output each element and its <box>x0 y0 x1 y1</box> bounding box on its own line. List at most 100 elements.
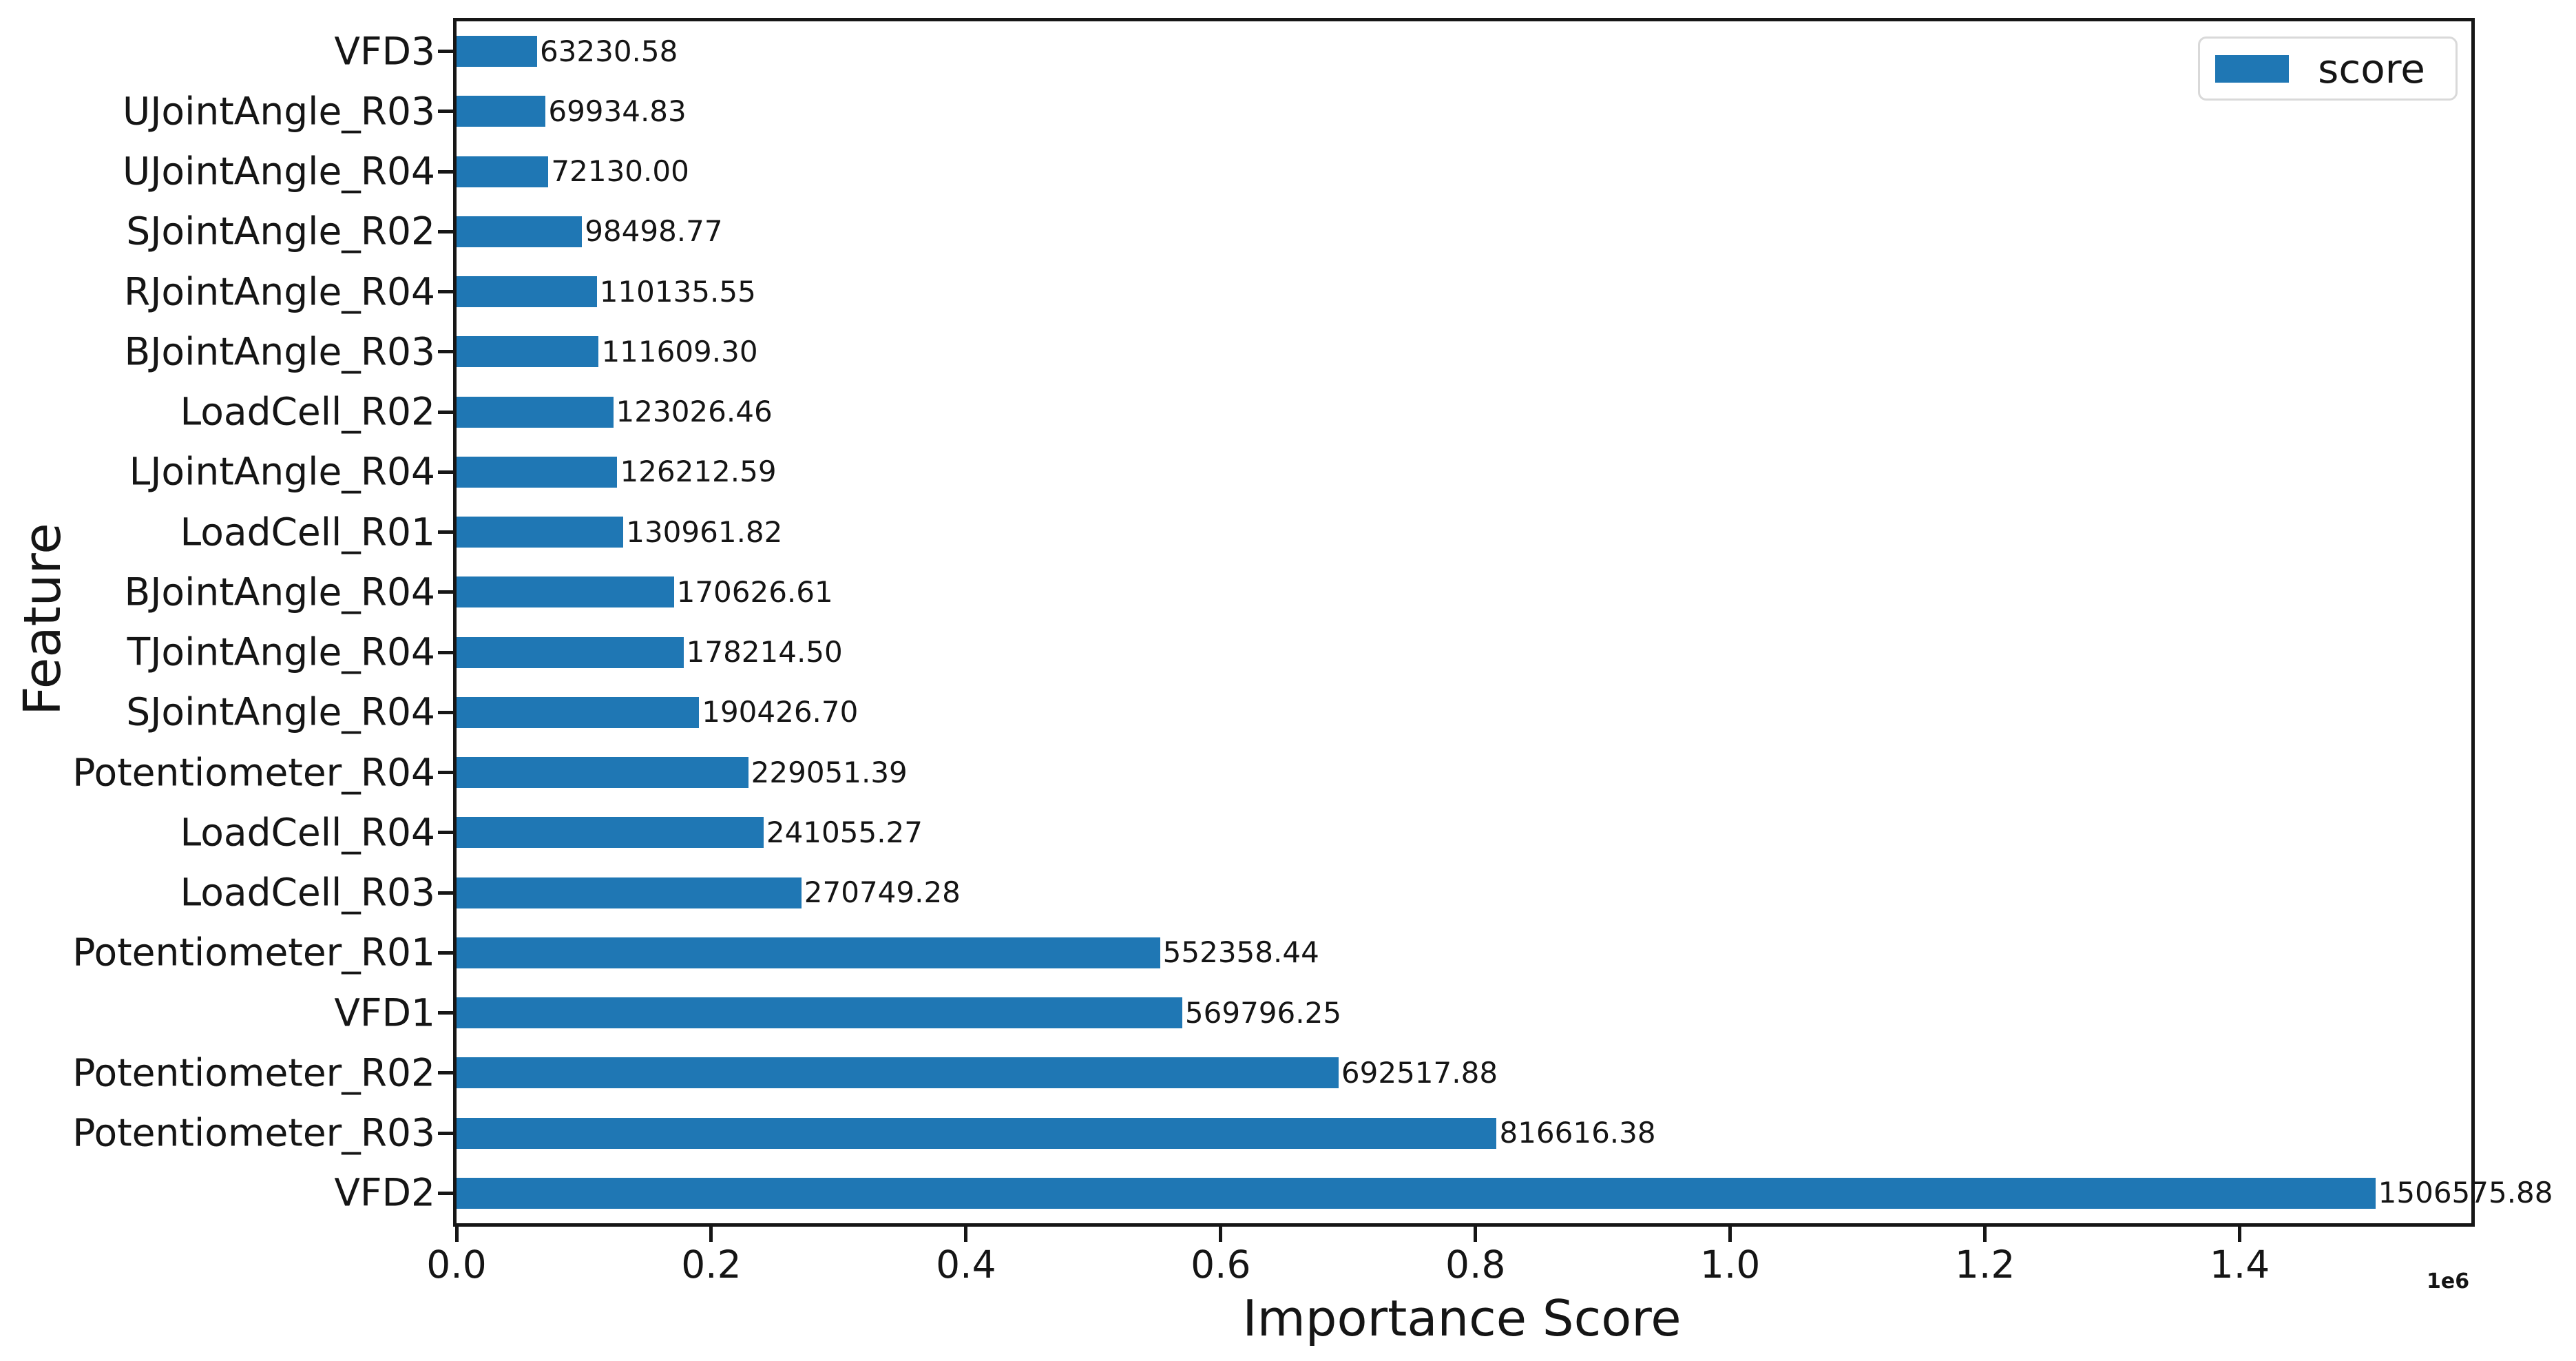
y-tick-mark <box>438 1131 453 1135</box>
y-tick-mark <box>438 470 453 474</box>
bar <box>457 276 597 308</box>
bar-value-label: 270749.28 <box>804 875 961 910</box>
plot-area: score 63230.58 69934.83 72130.00 98498.77 11… <box>453 18 2553 1227</box>
bar-value-label: 1506575.88 <box>2378 1176 2553 1210</box>
y-tick-mark <box>438 710 453 714</box>
y-tick-mark <box>438 410 453 414</box>
legend-color-swatch <box>2215 54 2290 83</box>
y-tick-mark <box>438 590 453 594</box>
y-tick-label: UJointAngle_R03 <box>122 89 435 134</box>
bar-value-label: 552358.44 <box>1162 935 1319 970</box>
y-tick-mark <box>438 110 453 114</box>
y-tick-mark <box>438 290 453 294</box>
y-tick-mark <box>438 350 453 354</box>
x-tick-label: 0.2 <box>681 1243 742 1287</box>
y-tick-label: LJointAngle_R04 <box>129 449 435 494</box>
x-tick-mark <box>1219 1227 1223 1242</box>
x-tick-mark <box>1728 1227 1732 1242</box>
x-tick-label: 0.4 <box>936 1243 996 1287</box>
y-tick-mark <box>438 891 453 895</box>
bar <box>457 817 764 849</box>
y-tick-label: SJointAngle_R02 <box>126 209 435 253</box>
legend: score <box>2198 37 2458 101</box>
y-tick-mark <box>438 771 453 775</box>
bar <box>457 396 614 428</box>
x-tick-mark <box>964 1227 968 1242</box>
y-tick-label: BJointAngle_R04 <box>124 570 435 614</box>
bar-value-label: 126212.59 <box>620 455 777 489</box>
y-tick-mark <box>438 1071 453 1075</box>
bar-value-label: 69934.83 <box>548 94 687 128</box>
x-tick-label: 0.8 <box>1445 1243 1506 1287</box>
bar-value-label: 229051.39 <box>751 755 908 789</box>
y-tick-label: Potentiometer_R04 <box>72 750 435 795</box>
y-tick-mark <box>438 950 453 955</box>
x-tick-mark <box>1474 1227 1478 1242</box>
bar <box>457 156 549 187</box>
x-tick-label: 1.4 <box>2209 1243 2270 1287</box>
bar <box>457 96 546 127</box>
bar-value-label: 190426.70 <box>702 695 859 729</box>
x-tick-label: 0.6 <box>1191 1243 1251 1287</box>
bar-value-label: 569796.25 <box>1184 995 1342 1030</box>
y-tick-label: Potentiometer_R01 <box>72 930 435 975</box>
y-tick-mark <box>438 831 453 835</box>
bar-value-label: 123026.46 <box>616 395 773 429</box>
bar-value-label: 241055.27 <box>766 815 923 849</box>
bar-value-label: 63230.58 <box>539 34 678 68</box>
x-tick-mark <box>709 1227 713 1242</box>
y-tick-mark <box>438 1191 453 1195</box>
bar <box>457 877 802 908</box>
bar-value-label: 72130.00 <box>551 154 689 189</box>
y-tick-mark <box>438 50 453 54</box>
bar-value-label: 130961.82 <box>626 515 783 549</box>
bar <box>457 1177 2376 1209</box>
y-tick-label: TJointAngle_R04 <box>127 630 435 674</box>
x-axis-title: Importance Score <box>1242 1289 1682 1347</box>
x-tick-mark <box>454 1227 459 1242</box>
bar <box>457 336 599 368</box>
bar <box>457 757 748 789</box>
bar <box>457 36 537 67</box>
y-tick-label: Potentiometer_R02 <box>72 1050 435 1095</box>
x-tick-mark <box>2238 1227 2242 1242</box>
y-tick-mark <box>438 169 453 174</box>
y-tick-mark <box>438 229 453 233</box>
y-tick-mark <box>438 1011 453 1015</box>
bar <box>457 636 684 668</box>
y-tick-label: SJointAngle_R04 <box>126 689 435 734</box>
y-tick-label: LoadCell_R03 <box>180 870 435 915</box>
bar-value-label: 692517.88 <box>1341 1055 1498 1090</box>
y-tick-label: Potentiometer_R03 <box>72 1110 435 1155</box>
y-tick-label: LoadCell_R04 <box>180 810 435 855</box>
y-tick-label: LoadCell_R02 <box>180 389 435 434</box>
bar <box>457 696 700 728</box>
y-tick-label: LoadCell_R01 <box>180 510 435 554</box>
x-tick-label: 1.0 <box>1699 1243 1761 1287</box>
bar <box>457 1057 1339 1089</box>
bar <box>457 1117 1497 1149</box>
x-tick-label: 0.0 <box>426 1243 487 1287</box>
bar <box>457 937 1160 968</box>
bar <box>457 517 624 548</box>
legend-label: score <box>2318 45 2425 92</box>
y-tick-label: RJointAngle_R04 <box>123 269 435 314</box>
bar-value-label: 178214.50 <box>686 635 843 669</box>
bar-value-label: 170626.61 <box>676 574 833 609</box>
x-axis-scale-offset-label: 1e6 <box>2427 1269 2470 1294</box>
y-tick-mark <box>438 650 453 654</box>
bar <box>457 216 583 247</box>
y-tick-label: VFD2 <box>334 1170 435 1215</box>
y-tick-label: BJointAngle_R03 <box>124 329 435 374</box>
y-tick-label: UJointAngle_R04 <box>122 149 435 194</box>
bar-value-label: 111609.30 <box>601 334 758 368</box>
y-tick-label: VFD1 <box>334 990 435 1035</box>
bar-value-label: 98498.77 <box>585 214 723 249</box>
x-tick-label: 1.2 <box>1954 1243 2015 1287</box>
y-tick-label: VFD3 <box>334 29 435 74</box>
bar-value-label: 816616.38 <box>1499 1116 1656 1150</box>
y-axis-title: Feature <box>13 523 72 716</box>
y-tick-mark <box>438 530 453 534</box>
bar-value-label: 110135.55 <box>599 274 756 309</box>
